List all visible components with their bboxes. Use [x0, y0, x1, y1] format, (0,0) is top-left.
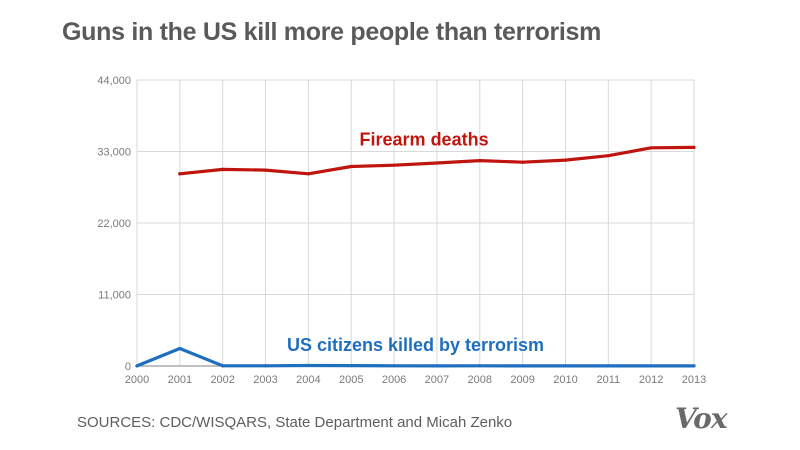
vox-logo: Vox [675, 402, 727, 435]
x-tick-label: 2003 [253, 374, 277, 386]
y-tick-label: 0 [125, 361, 131, 373]
page: Guns in the US kill more people than ter… [0, 0, 800, 450]
source-note: SOURCES: CDC/WISQARS, State Department a… [77, 414, 512, 431]
x-tick-label: 2005 [339, 374, 363, 386]
y-tick-label: 11,000 [98, 290, 131, 302]
data-point [521, 364, 524, 367]
data-point [692, 146, 695, 149]
data-point [221, 364, 224, 367]
data-point [264, 169, 267, 172]
data-point [521, 161, 524, 164]
data-point [692, 364, 695, 367]
data-point [564, 364, 567, 367]
data-point [435, 161, 438, 164]
x-tick-label: 2006 [382, 374, 406, 386]
data-point [478, 159, 481, 162]
data-point [178, 347, 181, 350]
data-point [307, 172, 310, 175]
data-point [178, 172, 181, 175]
x-tick-label: 2004 [296, 374, 320, 386]
x-tick-label: 2010 [553, 374, 577, 386]
x-tick-label: 2013 [682, 374, 706, 386]
data-point [307, 364, 310, 367]
y-tick-label: 22,000 [97, 218, 131, 230]
data-point [135, 364, 138, 367]
data-point [392, 164, 395, 167]
x-tick-label: 2002 [210, 374, 234, 386]
data-point [392, 364, 395, 367]
x-tick-label: 2008 [468, 374, 492, 386]
series-label: Firearm deaths [360, 130, 489, 150]
y-tick-label: 33,000 [97, 147, 131, 159]
data-point [607, 364, 610, 367]
y-tick-label: 44,000 [97, 75, 131, 87]
data-point [607, 154, 610, 157]
x-tick-label: 2009 [510, 374, 534, 386]
x-tick-label: 2000 [125, 374, 149, 386]
data-point [650, 364, 653, 367]
data-point [650, 146, 653, 149]
data-point [350, 165, 353, 168]
x-tick-label: 2007 [425, 374, 449, 386]
x-tick-label: 2011 [596, 374, 620, 386]
data-point [221, 168, 224, 171]
data-point [350, 364, 353, 367]
data-point [564, 159, 567, 162]
series-label: US citizens killed by terrorism [287, 335, 544, 355]
x-tick-label: 2001 [168, 374, 192, 386]
data-point [264, 364, 267, 367]
line-chart: 0 11,000 22,000 33,000 44,000 2000 2001 2002 200… [0, 0, 800, 450]
x-tick-label: 2012 [639, 374, 663, 386]
data-point [478, 364, 481, 367]
data-point [435, 364, 438, 367]
